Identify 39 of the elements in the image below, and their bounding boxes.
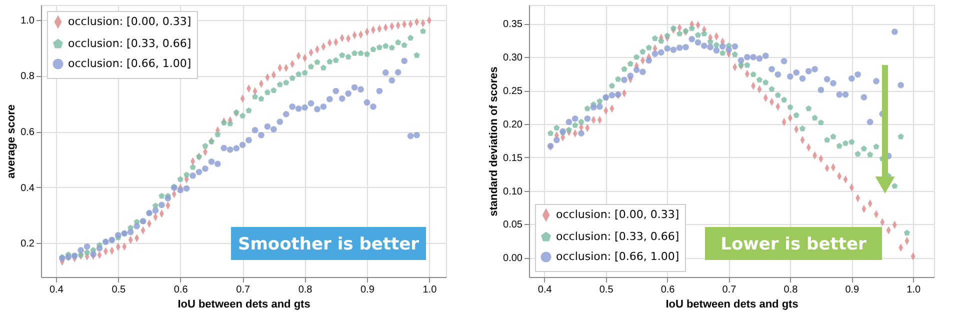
y-tick-label: 0.35 <box>503 19 523 30</box>
legend-label: occlusion: [0.66, 1.00] <box>68 57 192 70</box>
y-tick-label: 0.20 <box>503 119 523 130</box>
y-tick-label: 0.15 <box>503 152 523 164</box>
x-tick-label: 0.6 <box>660 284 676 296</box>
y-tick-label: 0.00 <box>503 253 523 264</box>
x-tick-label: 1.0 <box>906 284 921 296</box>
x-tick-label: 0.5 <box>599 284 614 296</box>
y-tick-label: 0.4 <box>20 182 35 194</box>
y-tick-label: 0.2 <box>20 238 35 250</box>
y-tick-label: 0.05 <box>503 220 523 231</box>
legend-label: occlusion: [0.33, 0.66] <box>556 230 680 243</box>
x-tick-label: 0.6 <box>174 284 188 296</box>
x-tick-label: 0.8 <box>298 284 313 296</box>
x-tick-label: 0.9 <box>845 284 860 296</box>
legend-label: occlusion: [0.00, 0.33] <box>556 208 680 221</box>
y-axis-title: standard deviation of scores <box>488 66 500 216</box>
x-tick-label: 0.4 <box>49 284 64 296</box>
annotation: Lower is better <box>720 234 868 254</box>
x-axis-title: IoU between dets and gts <box>666 298 798 310</box>
x-tick-label: 0.8 <box>784 284 798 296</box>
x-tick-label: 0.9 <box>360 284 375 296</box>
y-tick-label: 0.10 <box>503 186 523 198</box>
x-tick-label: 0.7 <box>236 284 250 296</box>
y-tick-label: 0.25 <box>503 86 523 98</box>
legend-label: occlusion: [0.33, 0.66] <box>68 37 192 50</box>
annotation: Smoother is better <box>238 234 420 254</box>
y-axis-title: average score <box>6 104 18 178</box>
y-tick-label: 0.8 <box>20 71 35 82</box>
legend-label: occlusion: [0.00, 0.33] <box>68 15 192 28</box>
x-tick-label: 0.5 <box>112 284 126 296</box>
legend-label: occlusion: [0.66, 1.00] <box>556 250 680 263</box>
y-tick-label: 0.6 <box>20 127 35 138</box>
x-axis-title: IoU between dets and gts <box>178 298 310 310</box>
x-tick-label: 0.7 <box>722 284 737 296</box>
x-tick-label: 1.0 <box>422 284 438 296</box>
x-tick-label: 0.4 <box>538 284 552 296</box>
y-tick-label: 0.30 <box>503 52 523 64</box>
y-tick-label: 1.0 <box>20 15 35 26</box>
